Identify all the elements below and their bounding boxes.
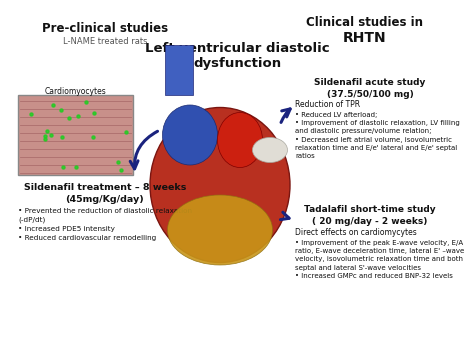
Ellipse shape [167, 195, 273, 265]
Text: Pre-clinical studies: Pre-clinical studies [42, 22, 168, 34]
Text: • Improvement of the peak E-wave velocity, E/A
ratio, E-wave deceleration time, : • Improvement of the peak E-wave velocit… [295, 240, 464, 279]
Bar [165, 45, 193, 95]
Text: dysfunction: dysfunction [193, 57, 281, 69]
Text: • Prevented the reduction of diastolic relaxation
(-dP/dt)
• Increased PDE5 inte: • Prevented the reduction of diastolic r… [18, 208, 192, 241]
Text: Clinical studies in: Clinical studies in [307, 16, 423, 29]
Ellipse shape [163, 105, 218, 165]
Text: L-NAME treated rats: L-NAME treated rats [63, 38, 147, 46]
Ellipse shape [218, 113, 263, 167]
Text: Reduction of TPR: Reduction of TPR [295, 100, 360, 109]
Text: Cardiomyocytes: Cardiomyocytes [45, 86, 106, 96]
Ellipse shape [253, 137, 288, 162]
Text: Direct effects on cardiomycytes: Direct effects on cardiomycytes [295, 228, 417, 237]
Text: Left ventricular diastolic: Left ventricular diastolic [145, 41, 329, 55]
Text: Sildenafil treatment – 8 weeks
(45mg/Kg/day): Sildenafil treatment – 8 weeks (45mg/Kg/… [24, 183, 186, 205]
Text: Tadalafil short-time study
( 20 mg/day - 2 weeks): Tadalafil short-time study ( 20 mg/day -… [304, 205, 436, 226]
Text: RHTN: RHTN [343, 31, 387, 45]
Ellipse shape [150, 108, 290, 263]
Text: • Reduced LV afterload;
• Improvement of diastolic relaxation, LV filling
and di: • Reduced LV afterload; • Improvement of… [295, 112, 460, 159]
Bar [18, 95, 133, 175]
Text: Sildenafil acute study
(37.5/50/100 mg): Sildenafil acute study (37.5/50/100 mg) [314, 78, 426, 99]
